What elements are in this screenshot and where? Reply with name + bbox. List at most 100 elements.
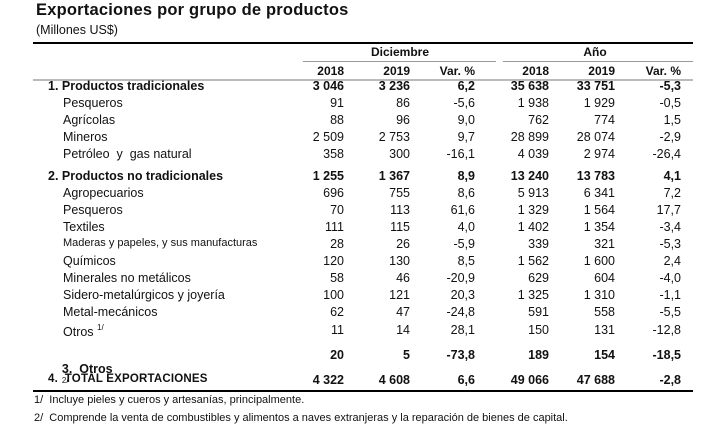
col-header-ano-2019: 2019	[588, 64, 615, 78]
cell: 47 688	[576, 373, 615, 387]
cell: 8,9	[457, 169, 475, 183]
cell: 115	[390, 220, 410, 234]
cell: 2 509	[312, 130, 344, 144]
table-row: Mineros 2 509 2 753 9,7 28 899 28 074 -2…	[0, 130, 725, 147]
table-row: Agrícolas 88 96 9,0 762 774 1,5	[0, 113, 725, 130]
cell: -16,1	[446, 147, 476, 161]
table-row: Químicos 120 130 8,5 1 562 1 600 2,4	[0, 254, 725, 271]
cell: 28 074	[576, 130, 615, 144]
cell: 1 367	[378, 169, 410, 183]
cell: 1,5	[663, 113, 681, 127]
table-row: Sidero-metalúrgicos y joyería 100 121 20…	[0, 288, 725, 305]
cell: 130	[389, 254, 410, 268]
table-row: Otros 1/ 11 14 28,1 150 131 -12,8	[0, 323, 725, 340]
cell: 120	[323, 254, 344, 268]
cell: -5,3	[659, 237, 681, 251]
cell: -73,8	[446, 348, 476, 362]
row-label: Pesqueros	[63, 96, 123, 110]
row-label: Agropecuarios	[63, 186, 144, 200]
table-row: 1. Productos tradicionales 3 046 3 236 6…	[0, 79, 725, 96]
cell: 11	[331, 323, 344, 337]
cell: 4 322	[312, 373, 344, 387]
table-row: Metal-mecánicos 62 47 -24,8 591 558 -5,5	[0, 305, 725, 322]
cell: 9,0	[457, 113, 475, 127]
top-rule	[33, 42, 693, 44]
cell: 13 783	[576, 169, 615, 183]
row-label: Textiles	[63, 220, 105, 234]
cell: 6,2	[457, 79, 475, 93]
cell: 755	[389, 186, 410, 200]
row-label: Otros	[63, 325, 94, 339]
cell: -5,5	[659, 305, 681, 319]
cell: -20,9	[446, 271, 476, 285]
cell: 62	[330, 305, 344, 319]
cell: 1 600	[583, 254, 615, 268]
cell: 4 039	[517, 147, 549, 161]
cell: 46	[396, 271, 410, 285]
cell: -1,1	[659, 288, 681, 302]
row-label: 3. Otros	[61, 362, 113, 376]
col-header-dic-2018: 2018	[317, 64, 344, 78]
cell: 28	[330, 237, 344, 251]
cell: 3 046	[312, 79, 344, 93]
cell: -0,5	[659, 96, 681, 110]
row-label: Maderas y papeles, y sus manufacturas	[63, 237, 258, 249]
cell: 58	[330, 271, 344, 285]
cell: 150	[528, 323, 549, 337]
cell: 189	[528, 348, 549, 362]
row-label-wrap: Otros 1/	[63, 323, 104, 339]
cell: -12,8	[652, 323, 682, 337]
row-label: Minerales no metálicos	[63, 271, 191, 285]
footnote-1: 1/ Incluye pieles y cueros y artesanías,…	[34, 394, 305, 406]
cell: -24,8	[446, 305, 476, 319]
cell: 1 938	[517, 96, 549, 110]
cell: 70	[330, 203, 344, 217]
cell: 33 751	[576, 79, 615, 93]
row-label: Metal-mecánicos	[63, 305, 158, 319]
row-label: 2. Productos no tradicionales	[48, 169, 224, 183]
table-row: Textiles 111 115 4,0 1 402 1 354 -3,4	[0, 220, 725, 237]
row-label: Petróleo y gas natural	[63, 147, 192, 161]
cell: 1 325	[517, 288, 549, 302]
cell: 28 899	[510, 130, 549, 144]
footnote-ref: 1/	[97, 323, 104, 332]
group-header-ano: Año	[583, 45, 607, 59]
cell: 1 564	[583, 203, 615, 217]
row-label-wrap: 3. Otros 2/	[48, 348, 113, 406]
cell: -5,3	[659, 79, 681, 93]
header-rule	[33, 79, 693, 81]
row-label: Químicos	[63, 254, 116, 268]
cell: 558	[594, 305, 615, 319]
group-rule-ano	[503, 61, 693, 62]
cell: 49 066	[510, 373, 549, 387]
footnote-ref: 2/	[61, 376, 69, 385]
table-row: Pesqueros 91 86 -5,6 1 938 1 929 -0,5	[0, 96, 725, 113]
cell: 1 329	[517, 203, 549, 217]
cell: 111	[324, 220, 344, 234]
table-row: Minerales no metálicos 58 46 -20,9 629 6…	[0, 271, 725, 288]
cell: 131	[594, 323, 615, 337]
cell: 17,7	[656, 203, 681, 217]
table-row: Petróleo y gas natural 358 300 -16,1 4 0…	[0, 147, 725, 164]
cell: -2,9	[659, 130, 681, 144]
table-row: 2. Productos no tradicionales 1 255 1 36…	[0, 169, 725, 186]
cell: 358	[323, 147, 344, 161]
cell: 47	[396, 305, 410, 319]
cell: 321	[594, 237, 615, 251]
cell: 96	[396, 113, 410, 127]
row-label: Agrícolas	[63, 113, 116, 127]
col-header-ano-var: Var. %	[645, 64, 681, 78]
cell: 88	[330, 113, 344, 127]
table-row: Agropecuarios 696 755 8,6 5 913 6 341 7,…	[0, 186, 725, 203]
cell: -4,0	[659, 271, 681, 285]
row-label: Pesqueros	[63, 203, 123, 217]
cell: 4 608	[378, 373, 410, 387]
cell: 154	[594, 348, 615, 362]
cell: 6,6	[457, 373, 475, 387]
cell: 2 974	[583, 147, 615, 161]
table-row: 3. Otros 2/ 20 5 -73,8 189 154 -18,5	[0, 348, 725, 385]
cell: 14	[396, 323, 410, 337]
cell: 3 236	[378, 79, 410, 93]
group-header-diciembre: Diciembre	[370, 45, 430, 59]
cell: 35 638	[510, 79, 549, 93]
